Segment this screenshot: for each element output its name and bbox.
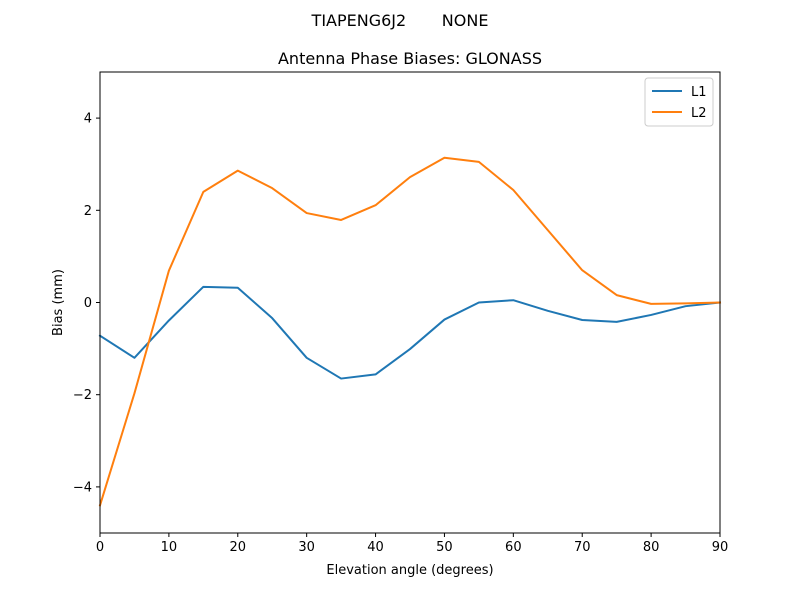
y-tick-label: 0 [84, 296, 92, 311]
y-axis-ticks: −4 −2 0 2 4 [73, 112, 100, 495]
x-tick-label: 20 [230, 540, 247, 555]
x-tick-label: 80 [643, 540, 660, 555]
x-tick-label: 70 [574, 540, 591, 555]
series-line-l2 [98, 156, 722, 507]
chart-title: Antenna Phase Biases: GLONASS [278, 49, 542, 68]
series-line-l1 [98, 285, 722, 380]
y-axis-label: Bias (mm) [51, 269, 66, 336]
y-tick-label: −2 [73, 388, 92, 403]
y-tick-label: 2 [84, 204, 92, 219]
y-tick-label: 4 [84, 112, 92, 127]
x-tick-label: 60 [505, 540, 522, 555]
x-tick-label: 50 [436, 540, 453, 555]
x-tick-label: 0 [96, 540, 104, 555]
axes-background [100, 72, 720, 533]
series-layer [98, 156, 722, 507]
x-tick-label: 40 [367, 540, 384, 555]
y-tick-label: −4 [73, 480, 92, 495]
x-axis-ticks: 0 10 20 30 40 50 60 70 80 90 [96, 533, 728, 555]
x-tick-label: 30 [298, 540, 315, 555]
legend-label-l2: L2 [691, 106, 707, 121]
x-tick-label: 10 [161, 540, 178, 555]
x-tick-label: 90 [712, 540, 729, 555]
x-axis-label: Elevation angle (degrees) [326, 563, 493, 578]
chart-suptitle: TIAPENG6J2 NONE [311, 11, 489, 30]
legend-label-l1: L1 [691, 85, 707, 100]
plot-area [98, 71, 722, 534]
